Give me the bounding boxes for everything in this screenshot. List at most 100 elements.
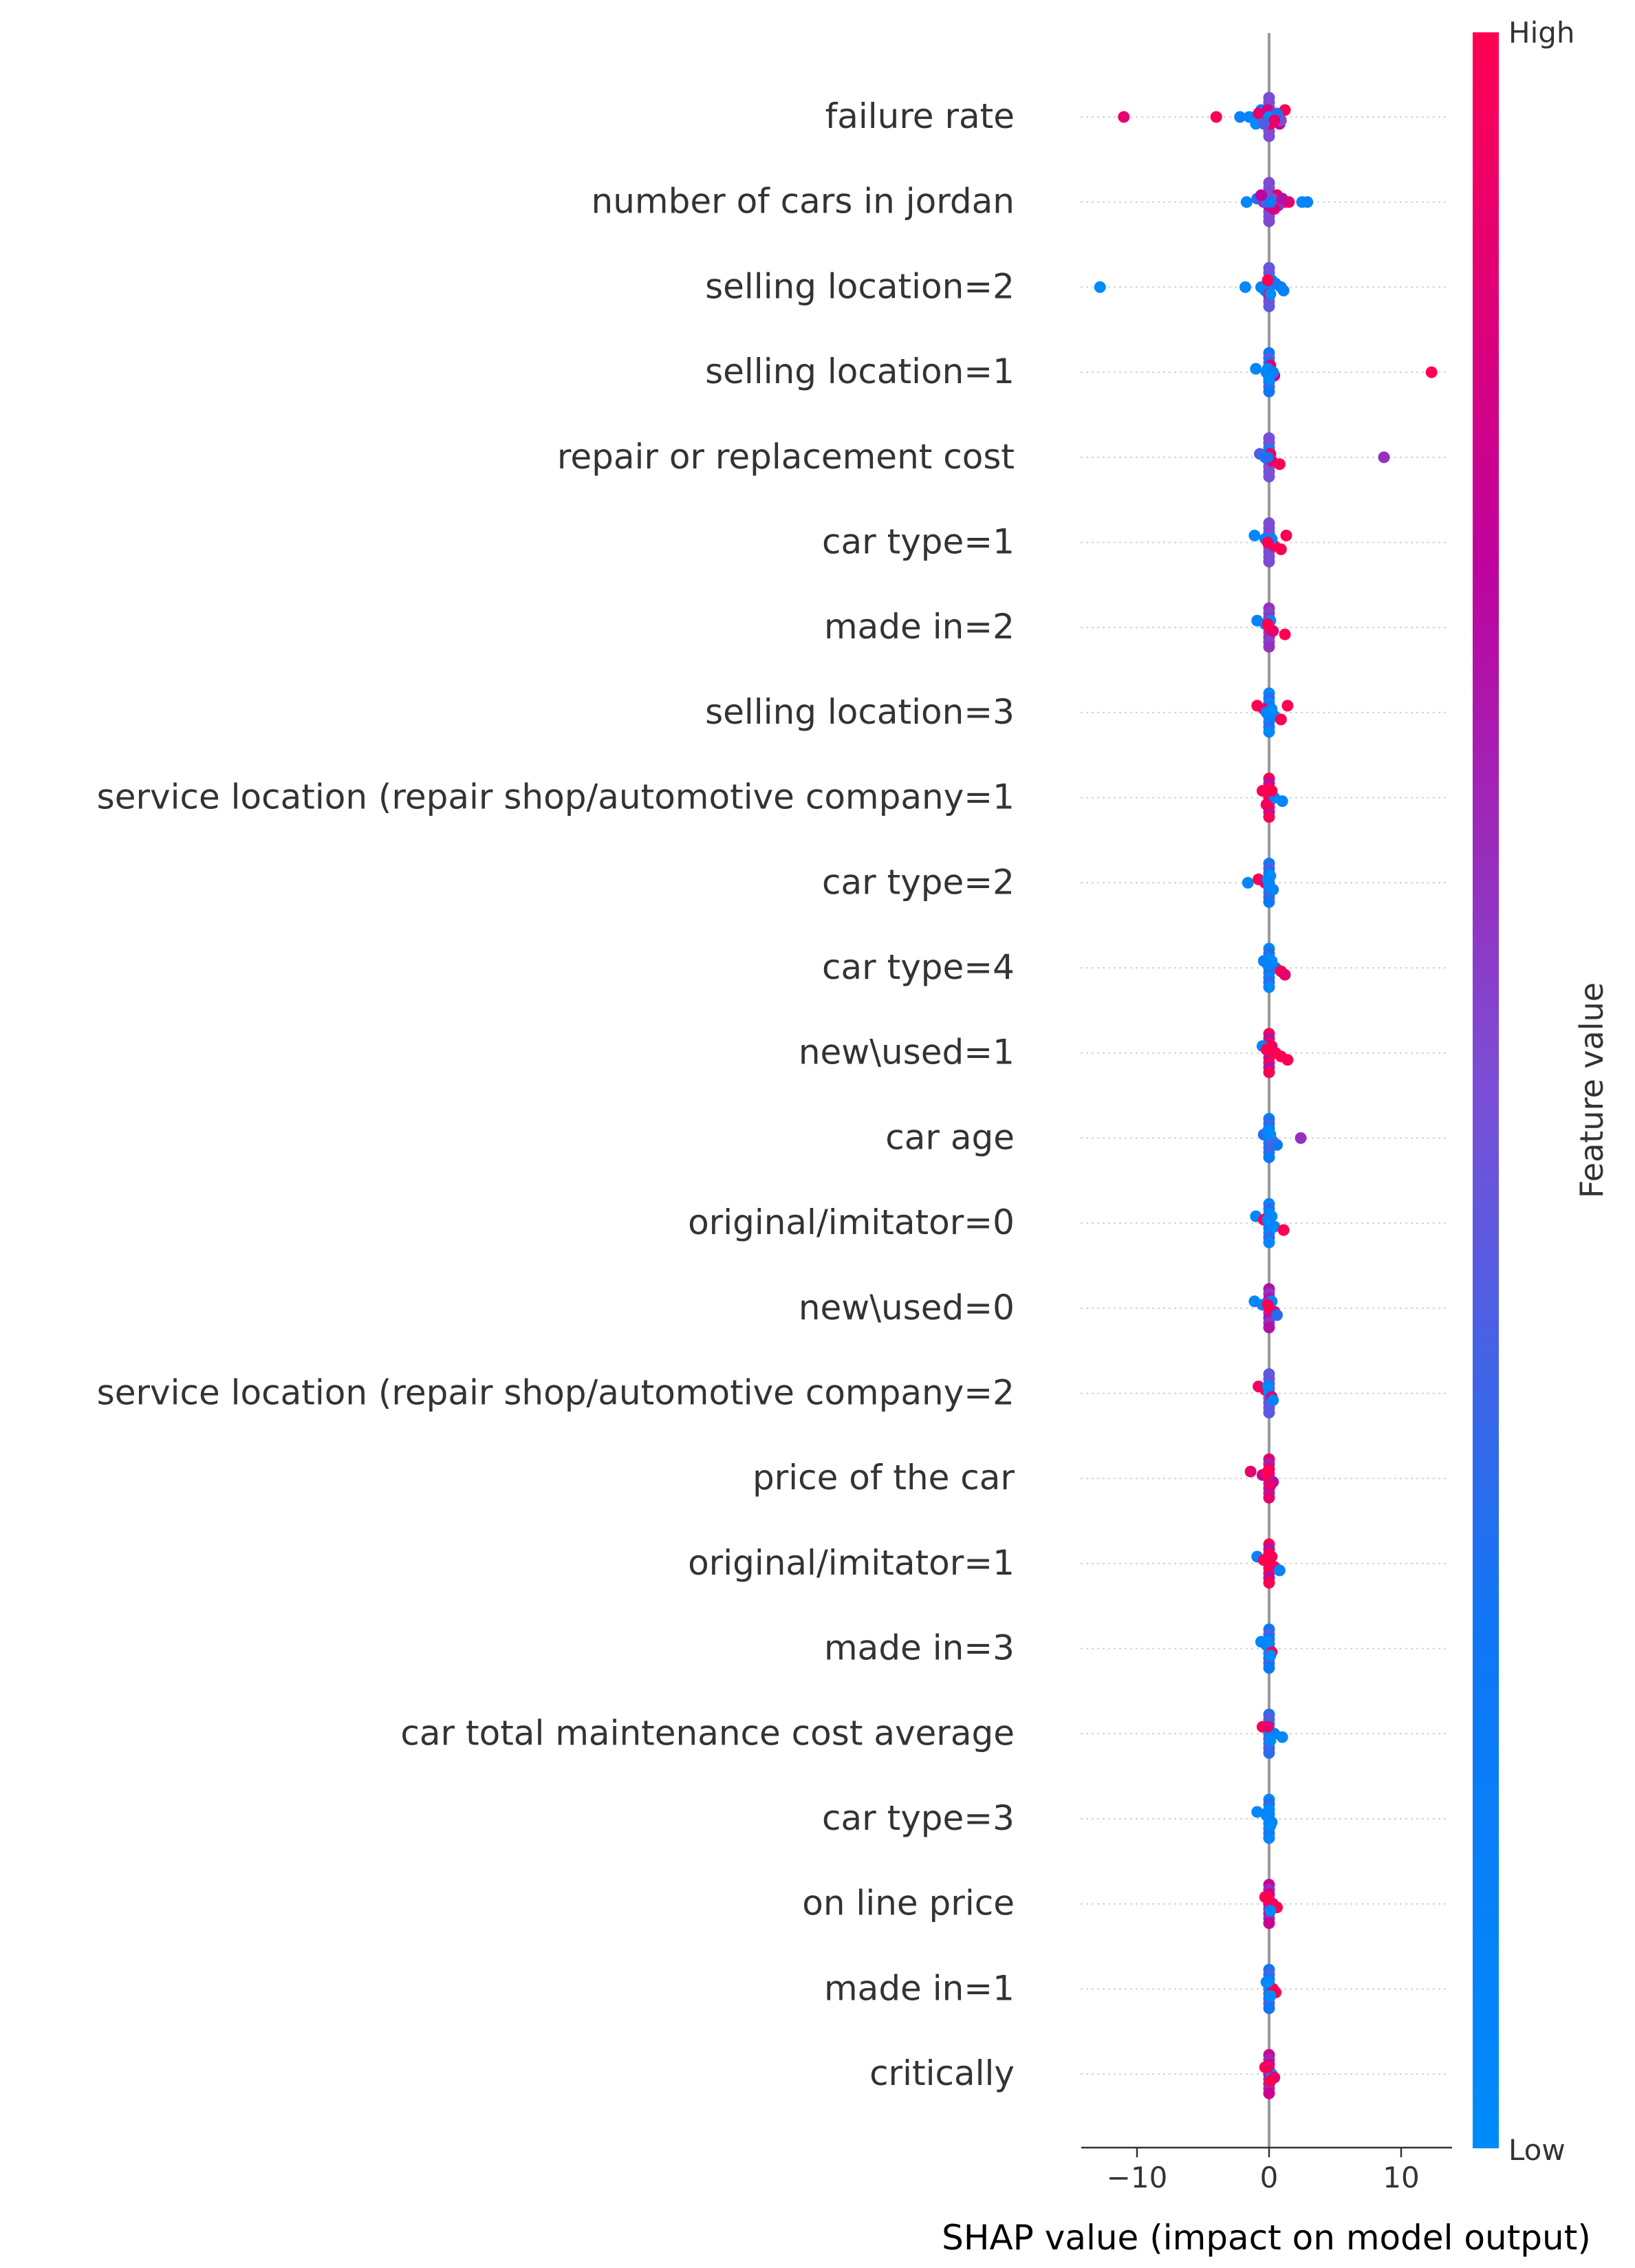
shap-point bbox=[1279, 628, 1291, 640]
feature-label: repair or replacement cost bbox=[557, 437, 1015, 477]
feature-label: on line price bbox=[802, 1883, 1015, 1923]
shap-point bbox=[1257, 118, 1270, 130]
feature-label: made in=2 bbox=[824, 607, 1015, 647]
shap-point bbox=[1263, 1491, 1275, 1504]
feature-labels: failure rate number of cars in jordan sell… bbox=[97, 96, 1015, 2093]
shap-point bbox=[1262, 451, 1274, 464]
shap-point bbox=[1262, 2061, 1274, 2073]
shap-point bbox=[1263, 1066, 1275, 1079]
feature-label: service location (repair shop/automotive… bbox=[97, 1373, 1015, 1413]
shap-point bbox=[1264, 1905, 1277, 1917]
shap-point bbox=[1263, 1407, 1275, 1418]
shap-point bbox=[1263, 1832, 1275, 1844]
shap-point bbox=[1250, 363, 1262, 375]
shap-point bbox=[1264, 1989, 1277, 2002]
shap-point bbox=[1263, 385, 1275, 398]
shap-point bbox=[1271, 1138, 1284, 1151]
shap-point bbox=[1253, 107, 1265, 120]
shap-point bbox=[1242, 876, 1254, 889]
shap-point bbox=[1264, 1479, 1277, 1491]
shap-point bbox=[1264, 1650, 1277, 1662]
feature-label: car total maintenance cost average bbox=[400, 1713, 1015, 1753]
feature-label: car type=4 bbox=[822, 947, 1015, 987]
feature-label: selling location=3 bbox=[705, 692, 1015, 732]
colorbar bbox=[1473, 32, 1499, 2148]
shap-point bbox=[1277, 1224, 1290, 1236]
feature-label: selling location=2 bbox=[705, 266, 1015, 306]
shap-point bbox=[1295, 1132, 1307, 1144]
shap-point bbox=[1281, 1054, 1294, 1066]
shap-point bbox=[1262, 1806, 1274, 1818]
shap-point bbox=[1260, 706, 1273, 719]
shap-point bbox=[1263, 1577, 1275, 1589]
shap-point bbox=[1264, 2075, 1277, 2087]
shap-point bbox=[1262, 274, 1274, 286]
shap-point bbox=[1273, 458, 1286, 471]
shap-point bbox=[1275, 543, 1287, 555]
feature-label: original/imitator=0 bbox=[688, 1202, 1015, 1242]
shap-point bbox=[1263, 1917, 1275, 1930]
shap-point bbox=[1234, 111, 1246, 123]
shap-point bbox=[1425, 366, 1438, 378]
shap-point bbox=[1263, 556, 1275, 568]
shap-point bbox=[1244, 1465, 1257, 1478]
x-axis-ticks: −10 0 10 bbox=[1107, 2148, 1420, 2194]
shap-point bbox=[1262, 1891, 1274, 1903]
feature-label: car type=3 bbox=[822, 1798, 1015, 1838]
feature-label: number of cars in jordan bbox=[592, 182, 1015, 222]
feature-label: new\used=0 bbox=[799, 1288, 1015, 1328]
shap-point bbox=[1280, 530, 1292, 541]
shap-point bbox=[1239, 281, 1251, 293]
shap-point bbox=[1262, 1299, 1274, 1311]
shap-point bbox=[1263, 811, 1275, 823]
shap-point bbox=[1276, 795, 1288, 808]
shap-point bbox=[1266, 785, 1278, 797]
shap-point bbox=[1262, 1465, 1274, 1478]
shap-point bbox=[1262, 958, 1274, 971]
feature-label: price of the car bbox=[752, 1458, 1015, 1498]
shap-point bbox=[1263, 1151, 1275, 1163]
shap-point bbox=[1260, 1554, 1273, 1566]
shap-point bbox=[1262, 873, 1274, 885]
colorbar-low-label: Low bbox=[1508, 2133, 1566, 2167]
shap-point bbox=[1267, 366, 1279, 378]
shap-point bbox=[1264, 288, 1277, 300]
shap-point bbox=[1263, 1747, 1275, 1759]
shap-point bbox=[1263, 1236, 1275, 1249]
shap-point bbox=[1260, 799, 1273, 811]
shap-point bbox=[1279, 969, 1291, 981]
feature-label: car type=1 bbox=[822, 522, 1015, 562]
shap-point bbox=[1264, 196, 1277, 208]
feature-label: service location (repair shop/automotive… bbox=[97, 777, 1015, 817]
points-layer bbox=[1094, 91, 1438, 2099]
shap-point bbox=[1251, 1806, 1264, 1818]
x-tick-label: 10 bbox=[1383, 2161, 1419, 2194]
shap-point bbox=[1240, 196, 1253, 208]
shap-point bbox=[1276, 1731, 1288, 1743]
shap-point bbox=[1271, 1309, 1284, 1321]
shap-point bbox=[1262, 1720, 1274, 1733]
shap-point bbox=[1094, 281, 1106, 293]
shap-point bbox=[1267, 1394, 1279, 1406]
feature-label: made in=3 bbox=[824, 1628, 1015, 1668]
shap-point bbox=[1262, 1213, 1274, 1226]
feature-label: car type=2 bbox=[822, 862, 1015, 902]
shap-point bbox=[1210, 111, 1222, 123]
feature-label: car age bbox=[885, 1117, 1015, 1157]
shap-point bbox=[1277, 284, 1290, 296]
shap-point bbox=[1263, 2087, 1275, 2099]
shap-point bbox=[1263, 1321, 1275, 1334]
shap-point bbox=[1262, 618, 1274, 630]
x-tick-label: 0 bbox=[1260, 2161, 1279, 2194]
shap-point bbox=[1255, 189, 1267, 202]
shap-point bbox=[1263, 981, 1275, 993]
shap-point bbox=[1263, 896, 1275, 908]
shap-point bbox=[1268, 114, 1281, 127]
shap-point bbox=[1263, 130, 1275, 142]
shap-point bbox=[1118, 111, 1130, 123]
shap-point bbox=[1262, 537, 1274, 548]
shap-point bbox=[1262, 1976, 1274, 1988]
feature-label: critically bbox=[869, 2053, 1015, 2093]
shap-point bbox=[1263, 471, 1275, 483]
